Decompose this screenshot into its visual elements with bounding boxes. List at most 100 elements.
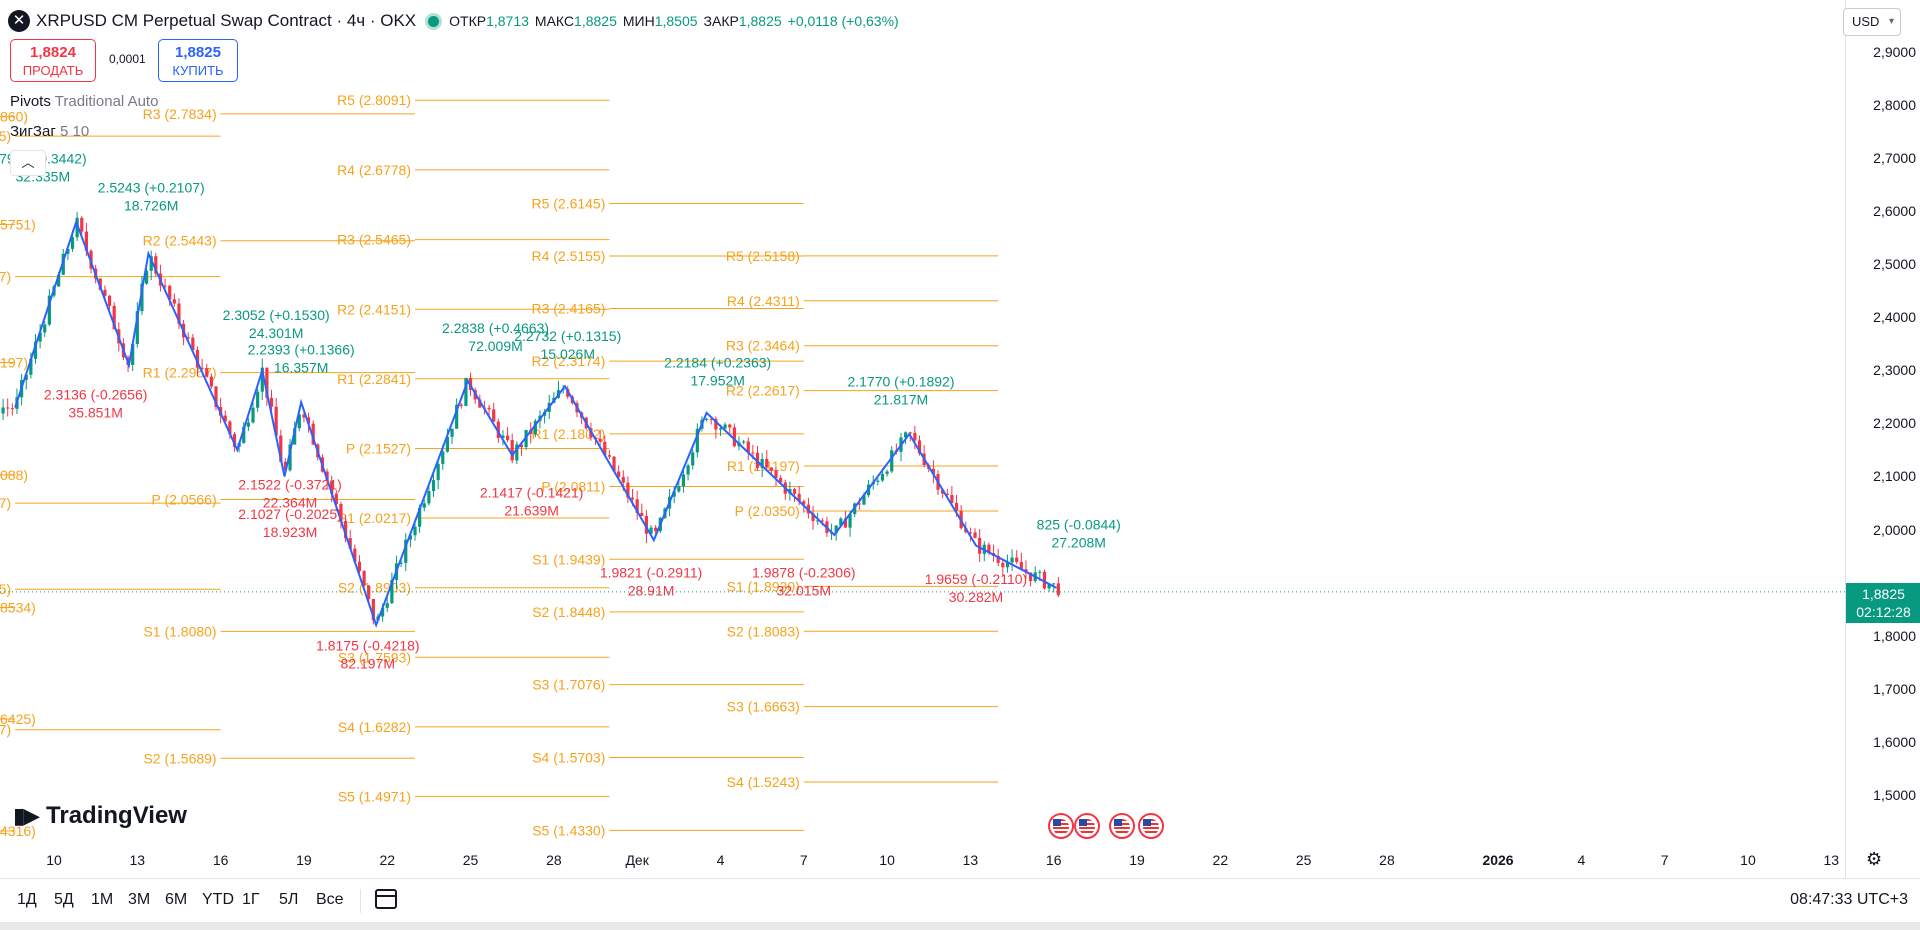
time-tick-label: 13 — [1823, 852, 1840, 868]
time-tick-label: 2026 — [1482, 852, 1514, 868]
candle-body — [677, 486, 681, 492]
candle-body — [746, 441, 750, 453]
range-button[interactable]: 1Д — [17, 891, 37, 908]
zigzag-name: ЗигЗаг — [10, 123, 56, 140]
zigzag-volume-label: 18.923M — [263, 524, 317, 540]
time-axis[interactable]: 10 13 16 19 22 25 28 Дек 4 7 10 13 16 19 22 25 28 2026 4 7 1… — [0, 847, 1845, 873]
us-flag-icon[interactable] — [1138, 813, 1164, 839]
range-button[interactable]: 1М — [91, 891, 114, 908]
candle-body — [681, 474, 686, 487]
zigzag-volume-label: 21.639M — [504, 503, 558, 519]
pivot-label: S4 (1.6282) — [338, 719, 411, 735]
range-button[interactable]: 6М — [165, 891, 188, 908]
pivot-label: S1 (2.0217) — [338, 510, 411, 526]
candle-body — [1, 407, 5, 414]
us-flag-icon[interactable] — [1048, 813, 1074, 839]
pivot-label: 088) — [0, 467, 28, 483]
candle-body — [931, 468, 935, 475]
zigzag-volume-label: 18.726M — [124, 198, 178, 214]
price-tick-label: 2,6000 — [1873, 203, 1916, 220]
price-axis[interactable]: 2,9000 2,8000 2,7000 2,6000 2,5000 2,4000 2,30… — [1845, 0, 1920, 878]
candle-body — [843, 518, 848, 528]
price-tick-label: 2,1000 — [1873, 468, 1916, 485]
range-button[interactable]: 5Д — [54, 891, 74, 908]
pivot-label: R4 (2.4311) — [727, 293, 800, 309]
candle-body — [186, 337, 190, 339]
pivots-legend[interactable]: Pivots Traditional Auto — [10, 93, 158, 110]
toolbar-divider — [360, 889, 361, 913]
pivot-label: R3 (2.4165) — [531, 301, 605, 317]
candle-body — [760, 459, 764, 468]
candle-body — [431, 480, 436, 492]
zigzag-price-label: 1.9659 (-0.2110) — [925, 571, 1027, 587]
pivot-label: R4 (2.5155) — [531, 248, 605, 264]
candle-body — [908, 432, 912, 434]
candle-body — [283, 461, 288, 471]
range-button[interactable]: 1Г — [242, 891, 260, 908]
candle-body — [478, 399, 482, 408]
pivot-label: P (2.0566) — [151, 492, 216, 508]
candle-body — [288, 444, 292, 471]
chart-area[interactable]: R2 (2.7415) R1 (2.4767) S1 (2.0497) S2 (1.8… — [0, 0, 1845, 878]
candle-body — [598, 439, 602, 442]
zigzag-price-label: 1.8175 (-0.4218) — [316, 638, 420, 654]
candle-body — [857, 503, 861, 505]
collapse-legend-button[interactable]: ︿ — [10, 150, 46, 176]
price-chart[interactable]: R2 (2.7415) R1 (2.4767) S1 (2.0497) S2 (1.8… — [0, 0, 1845, 878]
candle-body — [427, 491, 431, 504]
candle-body — [103, 289, 107, 296]
us-flag-icon[interactable] — [1109, 813, 1135, 839]
sell-button[interactable]: 1,8824 ПРОДАТЬ — [10, 39, 96, 82]
candle-body — [714, 418, 718, 430]
candle-body — [339, 504, 343, 522]
buy-button[interactable]: 1,8825 КУПИТЬ — [158, 39, 238, 82]
candle-body — [154, 256, 158, 274]
symbol-title[interactable]: XRPUSD CM Perpetual Swap Contract · 4ч ·… — [36, 11, 417, 30]
range-button[interactable]: Все — [316, 891, 344, 908]
candle-body — [617, 471, 621, 478]
candle-body — [607, 455, 611, 457]
candle-body — [10, 408, 14, 410]
tradingview-wordmark: TradingView — [46, 802, 187, 829]
candle-body — [515, 444, 519, 461]
pivot-label: S2 (1.8875) — [0, 581, 11, 597]
pivot-label: R1 (2.1802) — [531, 426, 605, 442]
candle-body — [209, 376, 213, 387]
tradingview-logo[interactable]: ▮▶ TradingView — [13, 802, 187, 830]
candle-body — [464, 377, 468, 406]
last-price-badge: 1,8825 02:12:28 — [1846, 582, 1920, 623]
candle-body — [200, 367, 204, 369]
pivot-label: R2 (2.2617) — [726, 383, 800, 399]
candle-body — [510, 440, 514, 461]
zigzag-price-label: 2.5243 (+0.2107) — [98, 180, 205, 196]
candle-body — [80, 217, 84, 232]
x-logo-icon: ✕ — [8, 10, 30, 32]
candle-body — [941, 489, 945, 494]
candle-body — [205, 368, 209, 377]
settings-gear-icon[interactable]: ⚙ — [1866, 849, 1883, 869]
us-flag-icon[interactable] — [1074, 813, 1100, 839]
range-button[interactable]: 5Л — [279, 891, 299, 908]
candle-body — [732, 427, 736, 447]
zigzag-volume-label: 27.208M — [1051, 535, 1105, 551]
candle-body — [487, 407, 491, 410]
candle-body — [232, 434, 237, 447]
candle-body — [978, 537, 982, 554]
candle-body — [163, 285, 167, 287]
candle-body — [1005, 562, 1010, 568]
clock[interactable]: 08:47:33 UTC+3 — [1790, 891, 1908, 908]
zigzag-legend[interactable]: ЗигЗаг 5 10 — [10, 123, 89, 140]
candle-body — [408, 535, 412, 540]
pivot-label: 5751) — [0, 216, 36, 232]
candle-body — [306, 417, 311, 424]
range-button[interactable]: YTD — [202, 891, 234, 908]
bar-countdown: 02:12:28 — [1856, 603, 1911, 620]
time-tick-label: Дек — [625, 852, 649, 868]
candle-body — [774, 470, 778, 478]
calendar-icon[interactable] — [375, 889, 397, 909]
currency-select[interactable]: USD ▾ — [1843, 8, 1901, 36]
range-button[interactable]: 3М — [128, 891, 151, 908]
candle-body — [149, 256, 153, 271]
pivot-label: R2 (2.4151) — [337, 301, 411, 317]
candle-body — [505, 435, 510, 441]
